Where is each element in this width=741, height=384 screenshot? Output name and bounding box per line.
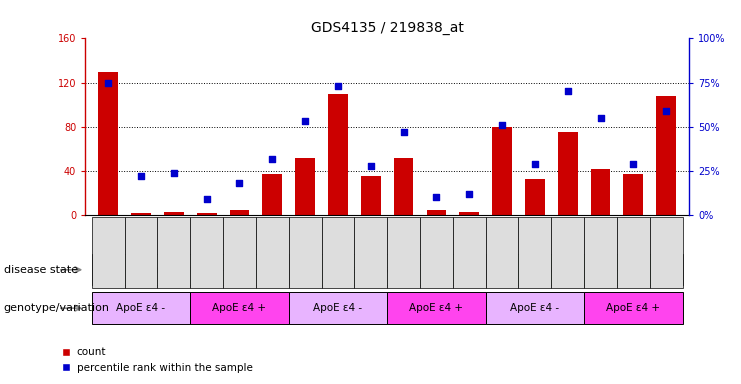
Point xyxy=(398,129,410,135)
Point xyxy=(201,196,213,202)
Text: ApoE ε4 +: ApoE ε4 + xyxy=(213,303,267,313)
Bar xyxy=(519,217,551,288)
Bar xyxy=(92,254,289,285)
Title: GDS4135 / 219838_at: GDS4135 / 219838_at xyxy=(310,21,464,35)
Bar xyxy=(230,210,249,215)
Point xyxy=(594,115,606,121)
Bar xyxy=(354,217,388,288)
Bar xyxy=(289,254,485,285)
Bar xyxy=(427,210,446,215)
Point xyxy=(332,83,344,89)
Bar xyxy=(525,179,545,215)
Point xyxy=(299,118,311,124)
Point xyxy=(628,161,639,167)
Point xyxy=(496,122,508,128)
Bar xyxy=(420,217,453,288)
Bar xyxy=(584,293,682,324)
Point xyxy=(431,194,442,200)
Point xyxy=(102,79,114,86)
Bar xyxy=(262,174,282,215)
Bar xyxy=(124,217,157,288)
Bar xyxy=(256,217,289,288)
Bar xyxy=(328,94,348,215)
Text: disease state: disease state xyxy=(4,265,78,275)
Text: ApoE ε4 +: ApoE ε4 + xyxy=(606,303,660,313)
Bar xyxy=(289,217,322,288)
Bar xyxy=(617,217,650,288)
Text: genotype/variation: genotype/variation xyxy=(4,303,110,313)
Bar xyxy=(453,217,485,288)
Bar xyxy=(361,176,381,215)
Bar xyxy=(92,217,124,288)
Bar xyxy=(157,217,190,288)
Point xyxy=(562,88,574,94)
Bar xyxy=(492,127,512,215)
Bar xyxy=(657,96,676,215)
Bar xyxy=(131,213,151,215)
Bar xyxy=(197,213,216,215)
Text: Braak stage III-IV: Braak stage III-IV xyxy=(339,265,435,275)
Legend: count, percentile rank within the sample: count, percentile rank within the sample xyxy=(57,343,257,377)
Bar xyxy=(92,293,190,324)
Bar xyxy=(388,293,485,324)
Bar xyxy=(99,71,118,215)
Bar xyxy=(485,293,584,324)
Point xyxy=(135,173,147,179)
Point xyxy=(660,108,672,114)
Text: ApoE ε4 -: ApoE ε4 - xyxy=(313,303,362,313)
Bar xyxy=(289,293,388,324)
Bar xyxy=(388,217,420,288)
Bar xyxy=(551,217,584,288)
Bar xyxy=(623,174,643,215)
Text: ApoE ε4 -: ApoE ε4 - xyxy=(511,303,559,313)
Bar xyxy=(485,217,519,288)
Point xyxy=(365,162,376,169)
Text: Braak stage I-II: Braak stage I-II xyxy=(148,265,233,275)
Bar xyxy=(190,217,223,288)
Bar xyxy=(190,293,289,324)
Bar xyxy=(485,254,682,285)
Bar xyxy=(650,217,682,288)
Point xyxy=(233,180,245,186)
Bar xyxy=(223,217,256,288)
Text: Braak stage V-VI: Braak stage V-VI xyxy=(538,265,630,275)
Text: ApoE ε4 +: ApoE ε4 + xyxy=(410,303,463,313)
Point xyxy=(168,170,180,176)
Point xyxy=(529,161,541,167)
Bar xyxy=(591,169,611,215)
Bar xyxy=(295,158,315,215)
Bar xyxy=(393,158,413,215)
Point xyxy=(463,191,475,197)
Text: ApoE ε4 -: ApoE ε4 - xyxy=(116,303,165,313)
Point xyxy=(266,156,278,162)
Bar xyxy=(322,217,354,288)
Bar xyxy=(584,217,617,288)
Bar xyxy=(164,212,184,215)
Bar xyxy=(558,132,577,215)
Bar xyxy=(459,212,479,215)
